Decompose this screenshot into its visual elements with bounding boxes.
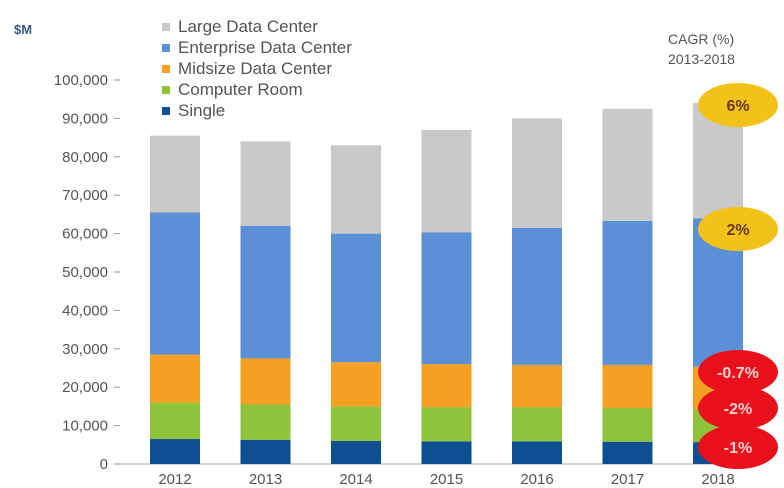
cagr-badge-label: -2% (724, 401, 752, 418)
bar-segment (421, 441, 472, 464)
bar-segment (602, 441, 653, 464)
bar-segment (150, 354, 200, 403)
y-tick-label: 50,000 (62, 264, 108, 281)
cagr-title-line-2: 2013-2018 (668, 51, 735, 67)
y-tick-label: 0 (100, 456, 108, 473)
bar-segment (240, 358, 291, 405)
bar-segment (602, 364, 653, 408)
y-tick-label: 80,000 (62, 149, 108, 166)
bar-segment (150, 402, 200, 440)
x-tick-label: 2013 (249, 471, 282, 488)
y-unit-label: $M (14, 22, 32, 37)
bar-segment (150, 212, 200, 355)
x-tick-label: 2014 (339, 471, 372, 488)
bar-segment (150, 439, 200, 464)
x-tick-label: 2012 (158, 471, 191, 488)
y-tick-label: 10,000 (62, 418, 108, 435)
bar-segment (150, 135, 200, 213)
cagr-badge-label: -1% (724, 440, 752, 457)
bar-segment (421, 129, 472, 233)
bar-segment (421, 364, 472, 408)
legend: Large Data Center Enterprise Data Center M… (162, 17, 352, 120)
legend-swatch (162, 86, 170, 94)
bar-segment (331, 145, 381, 234)
cagr-title-line-1: CAGR (%) (668, 31, 734, 47)
cagr-badge (698, 83, 778, 127)
cagr-badge-label: -0.7% (717, 365, 759, 382)
bar-segment (331, 440, 381, 464)
bar-segment (421, 232, 472, 365)
cagr-panel: CAGR (%) 2013-2018 (668, 31, 735, 67)
y-tick-label: 30,000 (62, 341, 108, 358)
x-tick-label: 2017 (611, 471, 644, 488)
bars-group (150, 103, 743, 464)
bar-segment (602, 108, 653, 221)
legend-label: Midsize Data Center (178, 59, 332, 78)
bar-segment (512, 227, 562, 365)
y-tick-label: 100,000 (54, 72, 108, 89)
legend-swatch (162, 65, 170, 73)
bar-segment (240, 439, 291, 464)
bar-segment (512, 407, 562, 442)
bar-segment (602, 407, 653, 442)
x-tick-label: 2015 (430, 471, 463, 488)
bar-segment (421, 407, 472, 442)
x-axis: 2012 2013 2014 2015 2016 2017 2018 (158, 471, 734, 488)
cagr-badge-label: 6% (726, 98, 749, 115)
bar-segment (240, 404, 291, 440)
bar-segment (512, 118, 562, 228)
x-tick-label: 2016 (520, 471, 553, 488)
bar-segment (240, 225, 291, 359)
y-tick-label: 40,000 (62, 302, 108, 319)
legend-label: Enterprise Data Center (178, 38, 352, 57)
y-tick-label: 90,000 (62, 110, 108, 127)
legend-label: Large Data Center (178, 17, 318, 36)
bar-segment (331, 406, 381, 441)
y-tick-label: 70,000 (62, 187, 108, 204)
bar-segment (512, 364, 562, 408)
cagr-badge (698, 207, 778, 251)
legend-swatch (162, 44, 170, 52)
bar-segment (602, 220, 653, 365)
y-tick-label: 20,000 (62, 379, 108, 396)
legend-swatch (162, 23, 170, 31)
cagr-badge (698, 350, 778, 394)
bar-segment (240, 141, 291, 226)
bar-segment (512, 441, 562, 464)
cagr-badge (698, 425, 778, 469)
y-tick-label: 60,000 (62, 226, 108, 243)
bar-segment (331, 233, 381, 363)
cagr-badge-label: 2% (726, 222, 749, 239)
legend-label: Single (178, 101, 225, 120)
bar-segment (331, 362, 381, 407)
legend-label: Computer Room (178, 80, 303, 99)
x-tick-label: 2018 (701, 471, 734, 488)
cagr-badges: 6% 2% -0.7% -2% -1% (698, 83, 778, 469)
legend-swatch (162, 107, 170, 115)
cagr-badge (698, 386, 778, 430)
